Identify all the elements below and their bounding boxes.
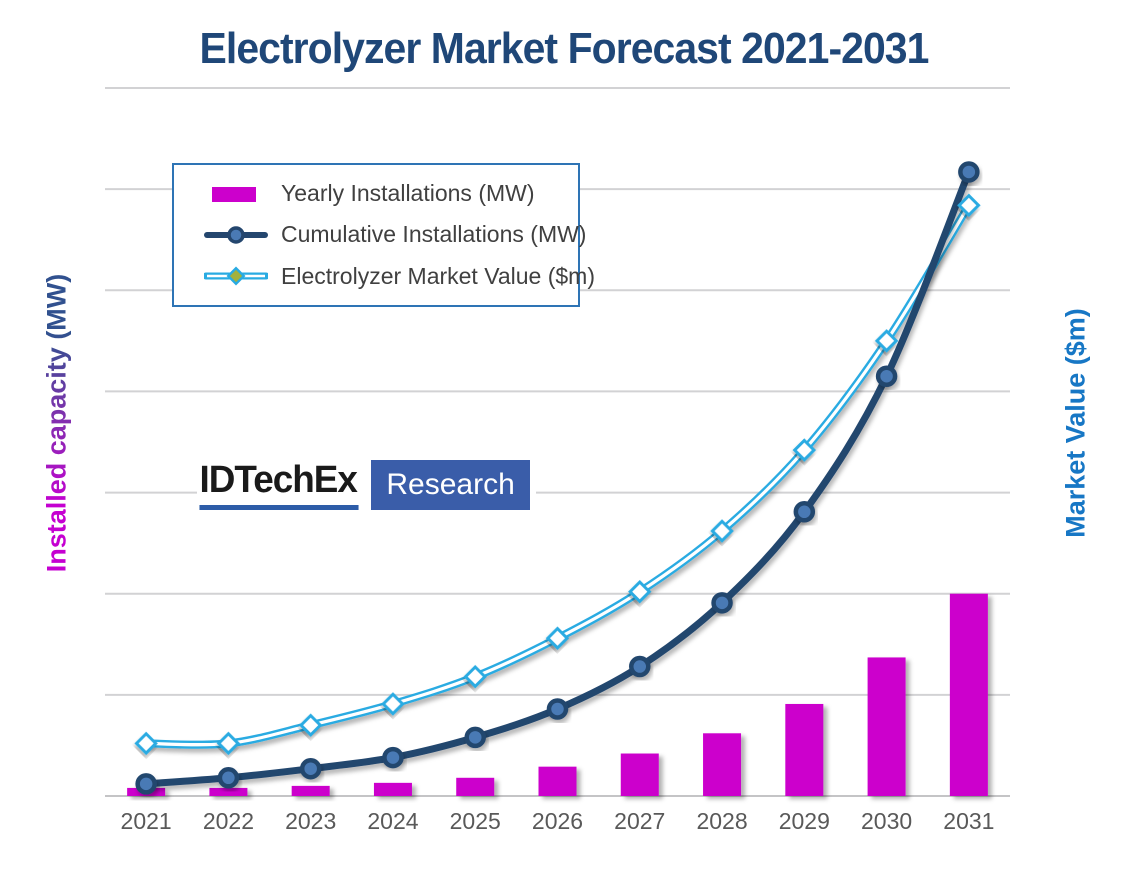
market-marker-2029 bbox=[792, 438, 817, 462]
market-marker-2027 bbox=[628, 579, 652, 604]
cumulative-marker-2030 bbox=[875, 365, 898, 388]
market-marker-2022 bbox=[216, 731, 241, 756]
bar-swatch-icon bbox=[204, 185, 268, 203]
x-axis-label-2031: 2031 bbox=[943, 808, 995, 834]
cumulative-marker-2023 bbox=[299, 757, 322, 780]
legend-item-market-value: Electrolyzer Market Value ($m) bbox=[204, 263, 595, 290]
bar-2031 bbox=[949, 593, 988, 796]
cumulative-marker-2026 bbox=[546, 698, 569, 720]
market-marker-2023 bbox=[298, 713, 323, 737]
cumulative-marker-2028 bbox=[711, 592, 733, 614]
line-diamond-swatch-icon bbox=[204, 265, 268, 287]
bar-2028 bbox=[703, 733, 742, 796]
x-axis-labels: 2021 2022 2023 2024 2025 2026 2027 2028 2029 2030… bbox=[105, 808, 1010, 842]
idtechex-logo: IDTechEx Research bbox=[197, 458, 536, 512]
cumulative-marker-2029 bbox=[793, 501, 816, 523]
market-marker-2030 bbox=[874, 329, 899, 353]
bar-2030 bbox=[867, 657, 906, 796]
market-marker-2025 bbox=[463, 664, 487, 689]
market-marker-2024 bbox=[381, 692, 405, 716]
bar-2025 bbox=[456, 777, 495, 796]
chart-title: Electrolyzer Market Forecast 2021-2031 bbox=[199, 24, 930, 73]
left-axis-title: Installed capacity (MW) bbox=[41, 273, 72, 573]
cumulative-marker-2025 bbox=[464, 726, 486, 749]
bar-2026 bbox=[538, 766, 577, 796]
market-value-line-inner bbox=[146, 204, 971, 747]
logo-wordmark: IDTechEx bbox=[199, 459, 359, 510]
x-axis-label-2029: 2029 bbox=[778, 808, 830, 834]
bar-2029 bbox=[785, 703, 824, 796]
market-marker-2021 bbox=[134, 731, 158, 756]
x-axis-label-2021: 2021 bbox=[120, 808, 172, 834]
market-marker-2028 bbox=[710, 519, 734, 543]
legend: Yearly Installations (MW) Cumulative Ins… bbox=[172, 163, 595, 307]
x-axis-label-2027: 2027 bbox=[614, 808, 666, 834]
x-axis-label-2024: 2024 bbox=[367, 808, 419, 834]
x-axis-label-2025: 2025 bbox=[449, 808, 501, 834]
legend-label: Cumulative Installations (MW) bbox=[281, 221, 587, 248]
x-axis-label-2030: 2030 bbox=[860, 808, 913, 834]
cumulative-marker-2031 bbox=[958, 161, 980, 183]
market-marker-2026 bbox=[545, 626, 570, 650]
legend-label: Electrolyzer Market Value ($m) bbox=[281, 262, 595, 289]
bar-2022 bbox=[209, 787, 248, 796]
x-axis-label-2022: 2022 bbox=[202, 808, 254, 834]
bar-2024 bbox=[373, 782, 412, 796]
line-circle-swatch-icon bbox=[204, 224, 268, 246]
cumulative-marker-2027 bbox=[629, 655, 651, 678]
market-marker-2031 bbox=[957, 193, 981, 218]
logo-research-badge: Research bbox=[371, 460, 530, 510]
right-axis-title: Market Value ($m) bbox=[1060, 308, 1091, 538]
cumulative-marker-2022 bbox=[217, 767, 240, 789]
x-axis-label-2028: 2028 bbox=[696, 808, 748, 834]
x-axis-label-2023: 2023 bbox=[285, 808, 337, 834]
x-axis-label-2026: 2026 bbox=[531, 808, 584, 834]
legend-item-yearly: Yearly Installations (MW) bbox=[204, 180, 578, 207]
legend-item-cumulative: Cumulative Installations (MW) bbox=[204, 221, 586, 248]
bar-2027 bbox=[620, 753, 659, 796]
bar-2023 bbox=[291, 785, 330, 796]
legend-label: Yearly Installations (MW) bbox=[281, 180, 535, 207]
cumulative-marker-2021 bbox=[135, 773, 157, 795]
cumulative-marker-2024 bbox=[382, 746, 404, 769]
